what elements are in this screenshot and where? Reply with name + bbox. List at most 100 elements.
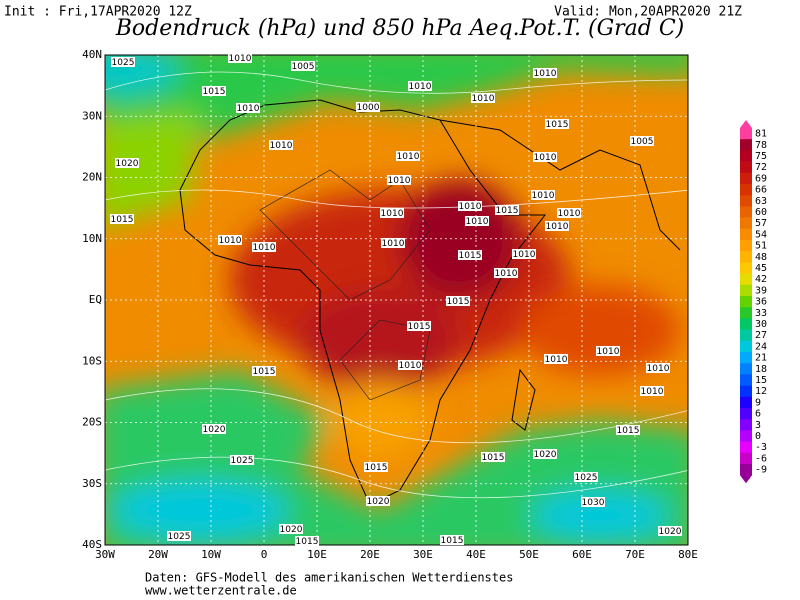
colorbar-swatch	[740, 296, 752, 308]
colorbar-swatch	[740, 150, 752, 162]
isobar-label: 1015	[447, 297, 470, 307]
colorbar-label: 30	[755, 319, 767, 330]
isobar-label: 1010	[409, 82, 432, 92]
lat-label: 30S	[82, 477, 102, 490]
colorbar-swatch	[740, 228, 752, 241]
isobar-label: 1010	[545, 355, 568, 365]
isobar-label: 1010	[382, 239, 405, 249]
isobar-label-bg	[545, 221, 569, 231]
isobar-label: 1010	[534, 153, 557, 163]
lon-label: 20E	[360, 548, 380, 561]
colorbar-label: 48	[755, 252, 767, 263]
colorbar-swatch	[740, 195, 752, 207]
isobar-label: 1020	[116, 159, 139, 169]
colorbar-label: -9	[755, 465, 767, 476]
isobar-label-bg	[494, 268, 518, 278]
isobar-label: 1010	[534, 69, 557, 79]
isobar-label: 1025	[575, 473, 598, 483]
lon-label: 0	[261, 548, 268, 561]
isobar-label: 1015	[408, 322, 431, 332]
colorbar-label: -3	[755, 442, 767, 453]
isobar-label-bg	[465, 216, 489, 226]
colorbar-swatch	[740, 329, 752, 342]
lon-label: 30E	[413, 548, 433, 561]
isobar-label-bg	[408, 81, 432, 91]
isobar-label-bg	[407, 321, 431, 331]
colorbar-swatch	[740, 240, 752, 252]
isobar-label: 1015	[111, 215, 134, 225]
colorbar-swatch	[740, 352, 752, 364]
init-time: Init : Fri,17APR2020 12Z	[4, 5, 192, 20]
colorbar-swatch	[740, 396, 752, 409]
isobar-label-bg	[398, 360, 422, 370]
isobar-label: 1025	[112, 58, 135, 68]
isobar-label: 1015	[203, 87, 226, 97]
isobar-label: 1010	[495, 269, 518, 279]
lat-label: EQ	[89, 293, 102, 306]
isobar-label-bg	[533, 449, 557, 459]
colorbar-swatch	[740, 284, 752, 297]
map-frame	[104, 54, 689, 546]
isobar-label: 1005	[292, 62, 315, 72]
isobar-label-bg	[396, 151, 420, 161]
lon-label: 70E	[625, 548, 645, 561]
colorbar-label: 78	[755, 140, 767, 151]
field-south-cyan	[110, 480, 290, 540]
isobar-label-bg	[115, 158, 139, 168]
field-center-darkred	[400, 180, 520, 300]
lat-label: 20N	[82, 171, 102, 184]
isobar-label: 1010	[558, 209, 581, 219]
isobar-label-bg	[291, 61, 315, 71]
field-south-red	[300, 290, 460, 390]
field-west-green	[105, 110, 200, 227]
isobar-label: 1010	[270, 141, 293, 151]
source-url: www.wetterzentrale.de	[145, 584, 297, 598]
lon-label: 20W	[148, 548, 168, 561]
colorbar-label: 18	[755, 364, 767, 375]
isobar-label-bg	[658, 526, 682, 536]
colorbar-swatch	[740, 172, 752, 185]
lat-label: 30N	[82, 109, 102, 122]
isobar-label-bg	[531, 190, 555, 200]
isobar-label-bg	[279, 524, 303, 534]
colorbar-swatch	[740, 273, 752, 286]
isobar-label-bg	[252, 242, 276, 252]
colorbar-swatch	[740, 452, 752, 465]
isobar-label-bg	[440, 535, 464, 545]
isobar-label: 1000	[357, 103, 380, 113]
isobar-label: 1020	[280, 525, 303, 535]
colorbar-label: 36	[755, 297, 767, 308]
isobar-label-bg	[471, 93, 495, 103]
isobar-label: 1010	[397, 152, 420, 162]
colorbar-swatch	[740, 161, 752, 174]
isobar-label: 1020	[659, 527, 682, 537]
isobar-label-bg	[252, 366, 276, 376]
isobar-label: 1015	[365, 463, 388, 473]
isobar-label: 1015	[441, 536, 464, 546]
isobar-label-bg	[202, 424, 226, 434]
colorbar-swatch	[740, 374, 752, 386]
madagascar-coastline	[511, 368, 536, 431]
lat-label: 10N	[82, 232, 102, 245]
colorbar-label: 60	[755, 207, 767, 218]
isobar-label: 1010	[641, 387, 664, 397]
colorbar-label: 72	[755, 162, 767, 173]
map-field	[105, 55, 688, 545]
field-south-cyan-east	[530, 490, 670, 540]
colorbar-swatch	[740, 419, 752, 431]
colorbar-label: 3	[755, 420, 761, 431]
field-north-green	[105, 55, 688, 150]
valid-time: Valid: Mon,20APR2020 21Z	[554, 5, 742, 20]
isobar-label: 1025	[231, 456, 254, 466]
colorbar-label: 15	[755, 375, 767, 386]
colorbar-label: 45	[755, 263, 767, 274]
colorbar-label: 81	[755, 129, 767, 140]
colorbar-label: 9	[755, 397, 761, 408]
isobar-label-bg	[512, 249, 536, 259]
isobar-label-bg	[533, 68, 557, 78]
isobar-label: 1010	[229, 54, 252, 64]
isobar-label: 1025	[168, 532, 191, 542]
isobar-label-bg	[630, 136, 654, 146]
colorbar-swatch	[740, 318, 752, 330]
isobar-label-bg	[230, 455, 254, 465]
